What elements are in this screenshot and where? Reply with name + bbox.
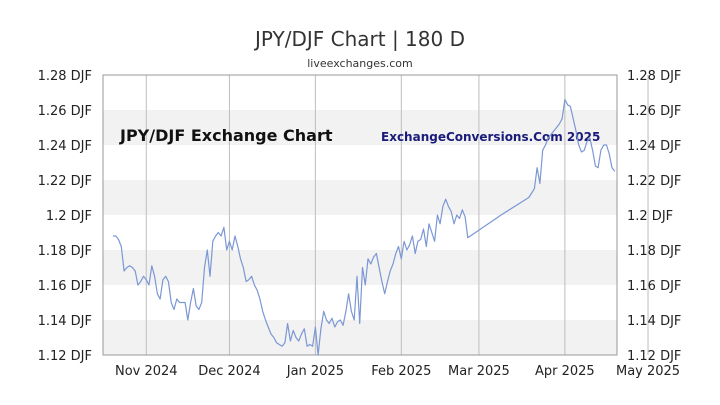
y-tick-label-left: 1.24 DJF — [38, 139, 92, 154]
y-tick-label-left: 1.28 DJF — [38, 69, 92, 84]
x-tick-label: Dec 2024 — [198, 364, 260, 379]
y-tick-label-right: 1.2 DJF — [627, 209, 673, 224]
x-tick-label: May 2025 — [616, 364, 680, 379]
y-tick-label-left: 1.12 DJF — [38, 349, 92, 364]
x-tick-label: Nov 2024 — [115, 364, 178, 379]
chart-watermark-title: JPY/DJF Exchange Chart — [119, 126, 333, 145]
y-tick-label-right: 1.16 DJF — [627, 279, 681, 294]
y-axis-right: 1.12 DJF 1.14 DJF 1.16 DJF 1.18 DJF 1.2 DJF 1… — [627, 69, 681, 364]
x-tick-label: Apr 2025 — [535, 364, 595, 379]
x-tick-label: Feb 2025 — [371, 364, 431, 379]
vertical-gridlines — [145, 75, 649, 355]
y-tick-label-left: 1.22 DJF — [38, 174, 92, 189]
series-line — [113, 98, 616, 356]
chart-watermark-site: ExchangeConversions.Com 2025 — [381, 130, 600, 144]
x-tick-label: Jan 2025 — [286, 364, 344, 379]
y-tick-label-right: 1.12 DJF — [627, 349, 681, 364]
y-axis-left: 1.12 DJF 1.14 DJF 1.16 DJF 1.18 DJF 1.2 DJF 1… — [38, 69, 92, 364]
background-bands — [103, 110, 617, 355]
background-band — [103, 110, 617, 145]
y-tick-label-right: 1.14 DJF — [627, 314, 681, 329]
x-axis: Nov 2024 Dec 2024 Jan 2025 Feb 2025 Mar 2025… — [115, 364, 680, 379]
background-band — [103, 250, 617, 285]
series-layer — [113, 98, 616, 356]
y-tick-label-left: 1.16 DJF — [38, 279, 92, 294]
y-tick-label-right: 1.28 DJF — [627, 69, 681, 84]
chart-subtitle: liveexchanges.com — [307, 57, 412, 70]
y-tick-label-right: 1.26 DJF — [627, 104, 681, 119]
y-tick-label-left: 1.26 DJF — [38, 104, 92, 119]
x-tick-label: Mar 2025 — [448, 364, 510, 379]
background-band — [103, 180, 617, 215]
chart-title: JPY/DJF Chart | 180 D — [253, 27, 465, 51]
y-tick-label-right: 1.22 DJF — [627, 174, 681, 189]
plot-border — [102, 74, 618, 356]
background-band — [103, 320, 617, 355]
y-tick-label-left: 1.2 DJF — [46, 209, 92, 224]
y-tick-label-right: 1.18 DJF — [627, 244, 681, 259]
y-tick-label-left: 1.14 DJF — [38, 314, 92, 329]
y-tick-label-right: 1.24 DJF — [627, 139, 681, 154]
y-tick-label-left: 1.18 DJF — [38, 244, 92, 259]
